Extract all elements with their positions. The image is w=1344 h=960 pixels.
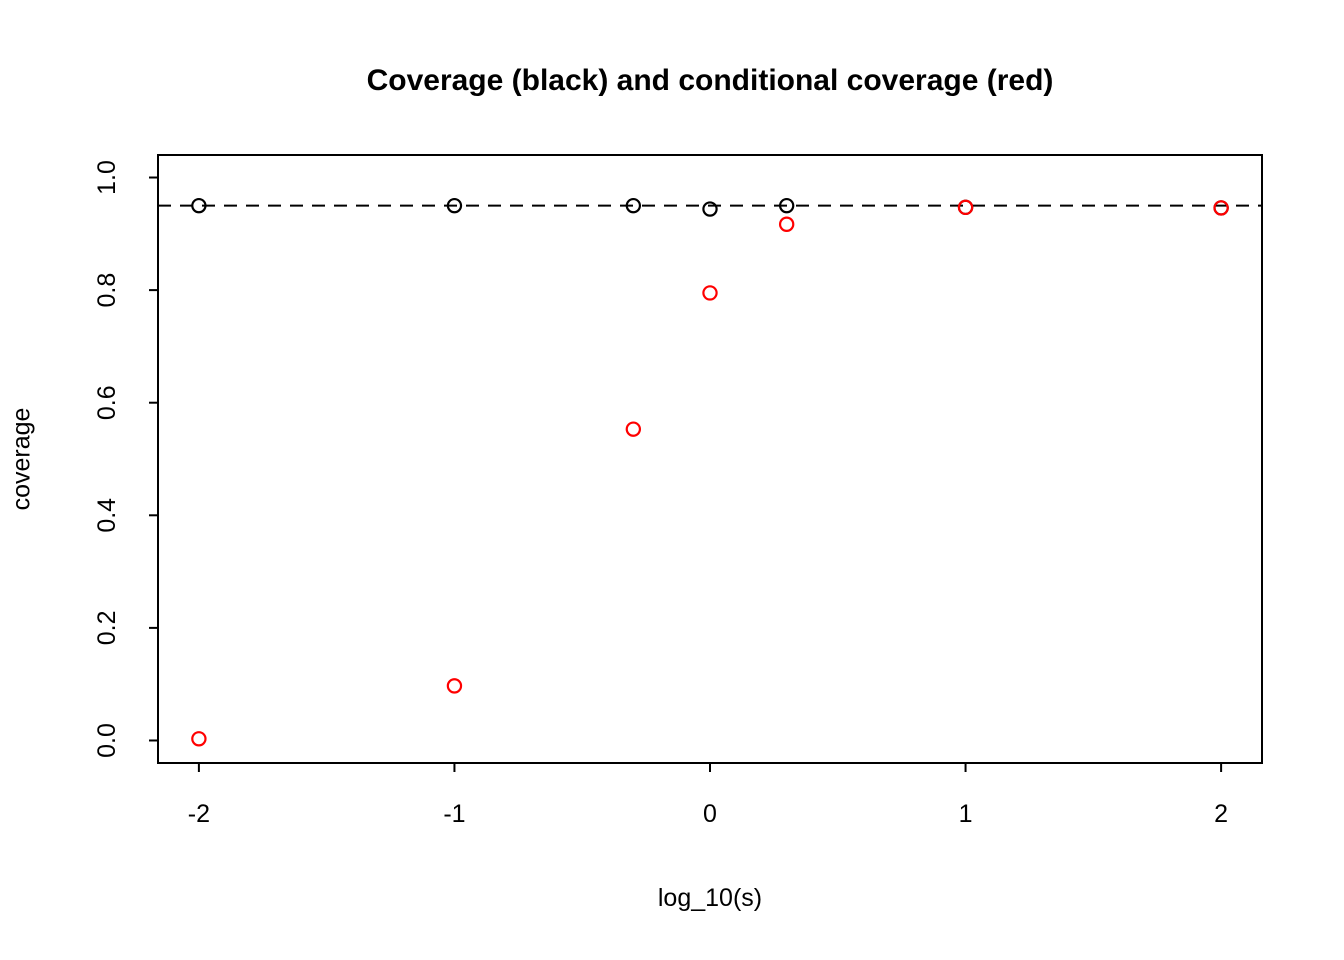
data-point-conditional-coverage [778,216,795,232]
data-point-coverage [702,201,718,217]
x-axis-label: log_10(s) [657,884,763,912]
x-tick-label: 0 [703,800,717,828]
y-tick-label: 0.8 [93,273,121,308]
x-tick-label: 1 [959,800,973,828]
x-tick-label: -2 [188,800,210,828]
y-tick-label: 1.0 [93,160,121,195]
data-point-conditional-coverage [191,731,207,747]
x-tick-label: 2 [1214,800,1228,828]
y-tick-label: 0.0 [93,723,121,758]
y-axis-label: coverage [7,407,36,511]
x-tick-label: -1 [443,800,465,828]
data-point-conditional-coverage [1213,200,1229,216]
y-tick-label: 0.4 [93,498,121,533]
y-tick-label: 0.2 [93,611,121,646]
data-point-conditional-coverage [702,285,718,301]
data-point-coverage [778,197,795,214]
y-tick-label: 0.6 [93,385,121,420]
chart-title: Coverage (black) and conditional coverag… [366,64,1054,97]
data-point-conditional-coverage [446,678,463,694]
data-point-conditional-coverage [957,199,974,216]
data-point-conditional-coverage [625,421,642,437]
data-point-coverage [191,197,207,214]
data-point-coverage [446,197,463,214]
data-point-coverage [625,197,642,214]
plot-border [157,154,1263,764]
